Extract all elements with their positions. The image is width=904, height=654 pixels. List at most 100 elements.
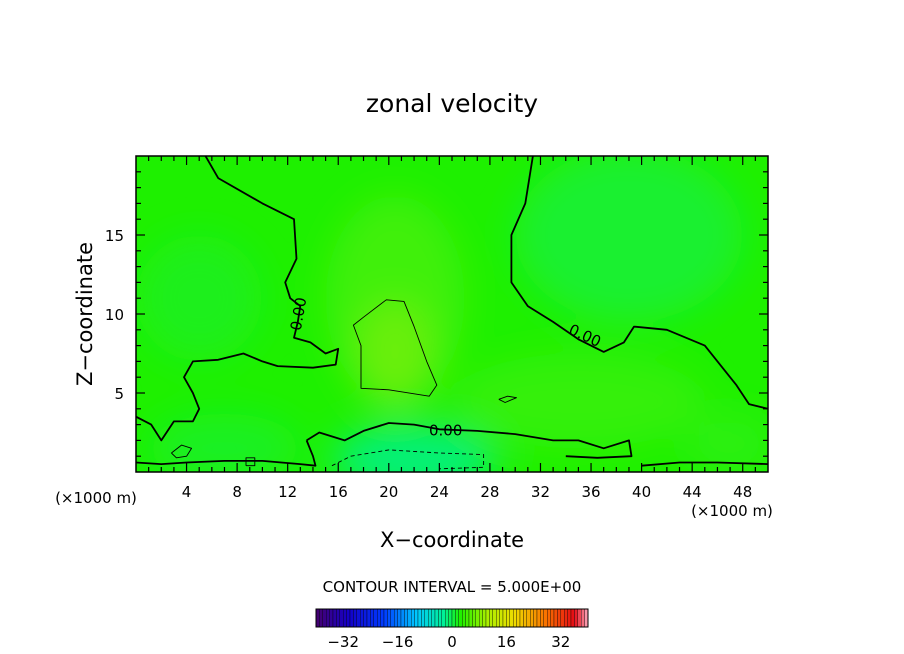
- x-tick-label: 12: [278, 483, 297, 501]
- colorbar-tick-label: 32: [551, 633, 570, 651]
- colorbar-cell: [366, 608, 371, 628]
- colorbar-cell: [570, 608, 575, 628]
- colorbar-cell: [417, 608, 422, 628]
- field-blob-5: [452, 353, 705, 449]
- colorbar-cell: [475, 608, 480, 628]
- field-layer: [136, 156, 768, 472]
- colorbar-tick-labels: −32 −16 0 16 32: [327, 633, 570, 651]
- x-tick-label: 32: [531, 483, 550, 501]
- colorbar-cell: [394, 608, 398, 628]
- colorbar-cell: [315, 608, 320, 628]
- small-contour-1: [498, 395, 517, 403]
- colorbar-cell: [356, 608, 361, 628]
- colorbar-tick-label: −16: [382, 633, 414, 651]
- colorbar-cell: [564, 608, 568, 628]
- colorbar-cell: [584, 608, 589, 628]
- colorbar-cell: [530, 608, 534, 628]
- colorbar-cell: [523, 608, 527, 628]
- colorbar-cell: [543, 608, 548, 628]
- colorbar-cell: [319, 608, 323, 628]
- x-tick-label: 40: [632, 483, 651, 501]
- colorbar-cell: [496, 608, 500, 628]
- colorbar-cell: [550, 608, 555, 628]
- x-tick-labels: 4 8 12 16 20 24 28 32 36 40 44 48: [182, 483, 752, 501]
- colorbar-cell: [434, 608, 439, 628]
- positive-contour-0: [352, 299, 438, 397]
- colorbar-cell: [339, 608, 344, 628]
- y-axis-label: Z−coordinate: [73, 242, 97, 386]
- colorbar-cell: [482, 608, 487, 628]
- colorbar-cell: [489, 608, 493, 628]
- colorbar-cell: [380, 608, 385, 628]
- colorbar-cell: [397, 608, 402, 628]
- colorbar-tick-label: 16: [497, 633, 516, 651]
- colorbar-cell: [363, 608, 368, 628]
- colorbar-cell: [431, 608, 436, 628]
- small-contour-2: [245, 457, 256, 467]
- contour-label-0: 0.00: [287, 296, 311, 332]
- colorbar-cell: [533, 608, 538, 628]
- small-contour-0: [171, 444, 193, 459]
- chart-title: zonal velocity: [366, 89, 538, 118]
- colorbar-cell: [479, 608, 483, 628]
- colorbar-cell: [404, 608, 408, 628]
- colorbar-cell: [383, 608, 388, 628]
- colorbar-cell: [465, 608, 470, 628]
- negative-contour-0: [331, 449, 485, 470]
- x-tick-label: 16: [329, 483, 348, 501]
- colorbar-cell: [349, 608, 354, 628]
- colorbar-cell: [421, 608, 425, 628]
- colorbar-tick-label: −32: [327, 633, 359, 651]
- x-tick-label: 44: [683, 483, 702, 501]
- colorbar-cell: [411, 608, 415, 628]
- colorbar-cell: [581, 608, 585, 628]
- field-blob-4: [331, 424, 497, 472]
- colorbar-cell: [560, 608, 565, 628]
- y-tick-labels: 5 10 15: [105, 227, 124, 403]
- contour-lines: [136, 156, 768, 470]
- zero-contour-2: [306, 422, 633, 459]
- colorbar-cell: [326, 608, 330, 628]
- colorbar-cell: [390, 608, 395, 628]
- colorbar-cell: [387, 608, 391, 628]
- colorbar-cell: [485, 608, 490, 628]
- colorbar-frame: [315, 608, 589, 628]
- contour-label-2: 0.00: [429, 421, 462, 439]
- colorbar-cell: [332, 608, 337, 628]
- colorbar-cell: [343, 608, 347, 628]
- colorbar-cell: [428, 608, 432, 628]
- colorbar-cell: [574, 608, 578, 628]
- colorbar-cell: [516, 608, 521, 628]
- colorbar-cell: [445, 608, 449, 628]
- field-blob-2: [515, 156, 743, 322]
- colorbar-cell: [455, 608, 459, 628]
- x-axis-label: X−coordinate: [380, 528, 524, 552]
- colorbar-cell: [468, 608, 473, 628]
- contour-interval-label: CONTOUR INTERVAL = 5.000E+00: [323, 578, 582, 596]
- colorbar-cell: [336, 608, 340, 628]
- colorbar-cell: [547, 608, 551, 628]
- x-unit-right: (×1000 m): [691, 502, 773, 520]
- colorbar-cell: [441, 608, 446, 628]
- field-blob-3: [136, 235, 263, 362]
- zero-contour-1: [510, 156, 768, 410]
- colorbar-cell: [377, 608, 381, 628]
- colorbar-cell: [509, 608, 514, 628]
- colorbar-cell: [519, 608, 524, 628]
- colorbar-cell: [346, 608, 351, 628]
- x-tick-label: 20: [379, 483, 398, 501]
- colorbar-cell: [414, 608, 419, 628]
- colorbar-cell: [451, 608, 456, 628]
- zero-contour-0: [136, 156, 340, 442]
- colorbar-cell: [557, 608, 561, 628]
- colorbar-cell: [353, 608, 357, 628]
- x-tick-label: 24: [430, 483, 449, 501]
- colorbar-cell: [526, 608, 531, 628]
- colorbar-cell: [400, 608, 405, 628]
- x-tick-label: 48: [733, 483, 752, 501]
- colorbar-cell: [502, 608, 507, 628]
- colorbar-cell: [373, 608, 378, 628]
- colorbar-cell: [492, 608, 497, 628]
- axis-ticks: [136, 156, 768, 472]
